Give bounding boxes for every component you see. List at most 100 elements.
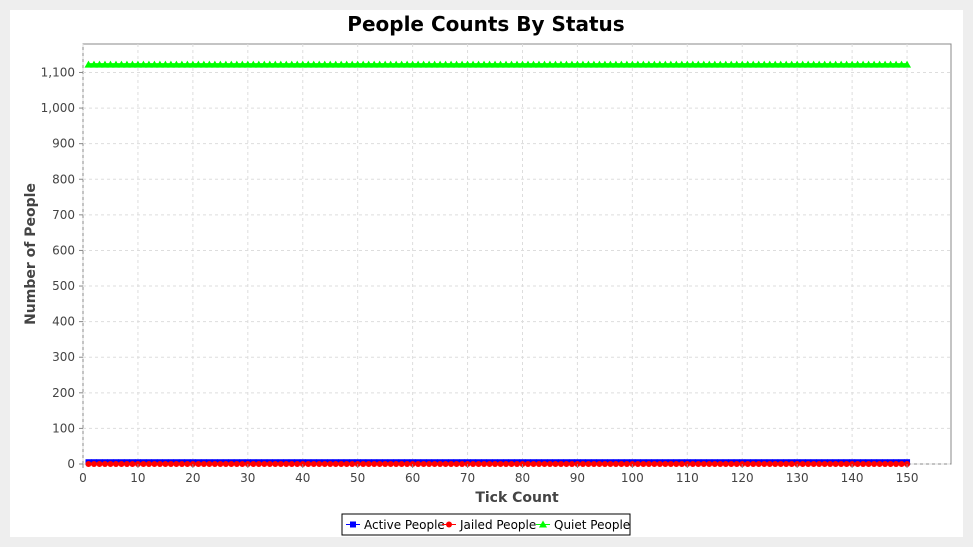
- legend-marker: [539, 520, 547, 528]
- data-point: [765, 60, 774, 68]
- data-point: [481, 461, 488, 467]
- data-point: [497, 461, 504, 467]
- data-point: [667, 461, 674, 467]
- data-point: [216, 60, 225, 68]
- data-point: [195, 461, 202, 467]
- data-point: [728, 461, 735, 467]
- data-point: [448, 461, 455, 467]
- data-point: [783, 461, 790, 467]
- data-point: [650, 60, 659, 68]
- data-point: [475, 461, 482, 467]
- data-point: [634, 461, 641, 467]
- data-point: [365, 461, 372, 467]
- data-point: [541, 461, 548, 467]
- data-point: [315, 60, 324, 68]
- x-tick-label: 60: [405, 471, 420, 485]
- legend-marker: [446, 521, 452, 528]
- data-point: [112, 461, 119, 467]
- data-point: [425, 60, 434, 68]
- data-point: [875, 60, 884, 68]
- data-point: [651, 461, 658, 467]
- x-tick-label: 100: [621, 471, 644, 485]
- data-point: [360, 461, 367, 467]
- data-point: [96, 461, 103, 467]
- data-point: [611, 60, 620, 68]
- chart-panel: People Counts By Status 0 100 200 300 400 500…: [10, 10, 963, 537]
- legend-marker: [350, 521, 356, 528]
- data-point: [623, 461, 630, 467]
- data-point: [656, 461, 663, 467]
- data-point: [276, 60, 285, 68]
- data-point: [375, 60, 384, 68]
- data-point: [589, 60, 598, 68]
- data-point: [205, 60, 214, 68]
- data-point: [266, 461, 273, 467]
- data-point: [722, 461, 729, 467]
- data-point: [217, 461, 224, 467]
- data-point: [749, 60, 758, 68]
- data-point: [530, 461, 537, 467]
- data-point: [595, 60, 604, 68]
- data-point: [645, 461, 652, 467]
- data-point: [298, 60, 307, 68]
- data-point: [381, 60, 390, 68]
- data-point: [85, 461, 92, 467]
- data-point: [876, 461, 883, 467]
- data-point: [699, 60, 708, 68]
- data-point: [848, 60, 857, 68]
- data-point: [183, 60, 192, 68]
- data-point: [815, 60, 824, 68]
- data-point: [804, 60, 813, 68]
- data-point: [809, 60, 818, 68]
- data-point: [798, 60, 807, 68]
- data-point: [782, 60, 791, 68]
- y-tick-label: 800: [52, 172, 75, 186]
- data-point: [738, 60, 747, 68]
- data-point: [710, 60, 719, 68]
- data-point: [579, 461, 586, 467]
- data-point: [860, 461, 867, 467]
- x-tick-label: 150: [896, 471, 919, 485]
- data-point: [397, 60, 406, 68]
- data-point: [84, 60, 93, 68]
- data-point: [689, 461, 696, 467]
- data-point: [404, 461, 411, 467]
- x-tick-label: 120: [731, 471, 754, 485]
- data-point: [842, 60, 851, 68]
- data-point: [228, 461, 235, 467]
- data-point: [393, 461, 400, 467]
- x-tick-label: 20: [185, 471, 200, 485]
- data-point: [831, 60, 840, 68]
- data-point: [601, 461, 608, 467]
- data-point: [793, 60, 802, 68]
- data-point: [392, 60, 401, 68]
- data-point: [743, 60, 752, 68]
- data-point: [95, 60, 104, 68]
- data-point: [821, 461, 828, 467]
- data-point: [886, 60, 895, 68]
- data-point: [480, 60, 489, 68]
- x-tick-label: 50: [350, 471, 365, 485]
- data-point: [254, 60, 263, 68]
- x-tick-label: 0: [79, 471, 87, 485]
- grid-lines: [82, 44, 951, 465]
- data-point: [567, 60, 576, 68]
- x-tick-label: 110: [676, 471, 699, 485]
- data-point: [331, 60, 340, 68]
- data-point: [206, 461, 213, 467]
- data-point: [870, 60, 879, 68]
- data-point: [705, 60, 714, 68]
- data-point: [666, 60, 675, 68]
- x-tick-label: 70: [460, 471, 475, 485]
- data-point: [854, 461, 861, 467]
- data-point: [238, 60, 247, 68]
- data-point: [326, 60, 335, 68]
- data-point: [491, 60, 500, 68]
- data-point: [508, 461, 515, 467]
- data-point: [161, 60, 170, 68]
- data-point: [514, 461, 520, 467]
- data-point: [903, 60, 912, 68]
- data-point: [733, 461, 740, 467]
- data-point: [545, 60, 554, 68]
- data-point: [414, 60, 423, 68]
